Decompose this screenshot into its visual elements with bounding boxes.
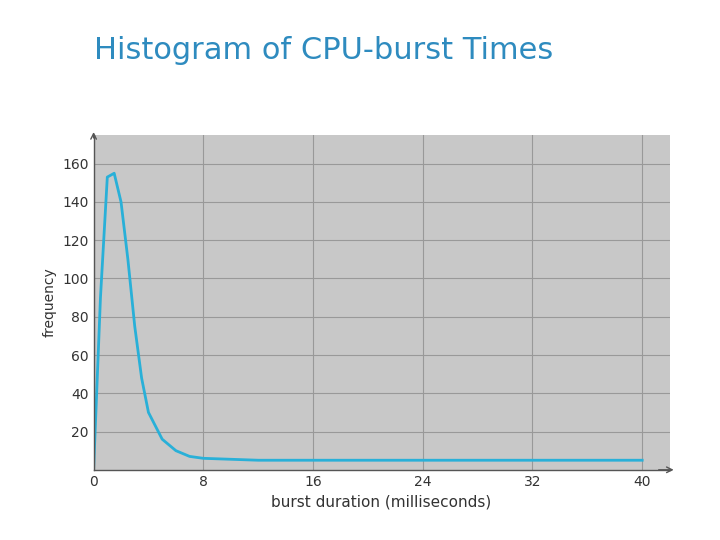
X-axis label: burst duration (milliseconds): burst duration (milliseconds)	[271, 494, 492, 509]
Text: Histogram of CPU-burst Times: Histogram of CPU-burst Times	[94, 36, 553, 65]
Y-axis label: frequency: frequency	[42, 267, 57, 338]
